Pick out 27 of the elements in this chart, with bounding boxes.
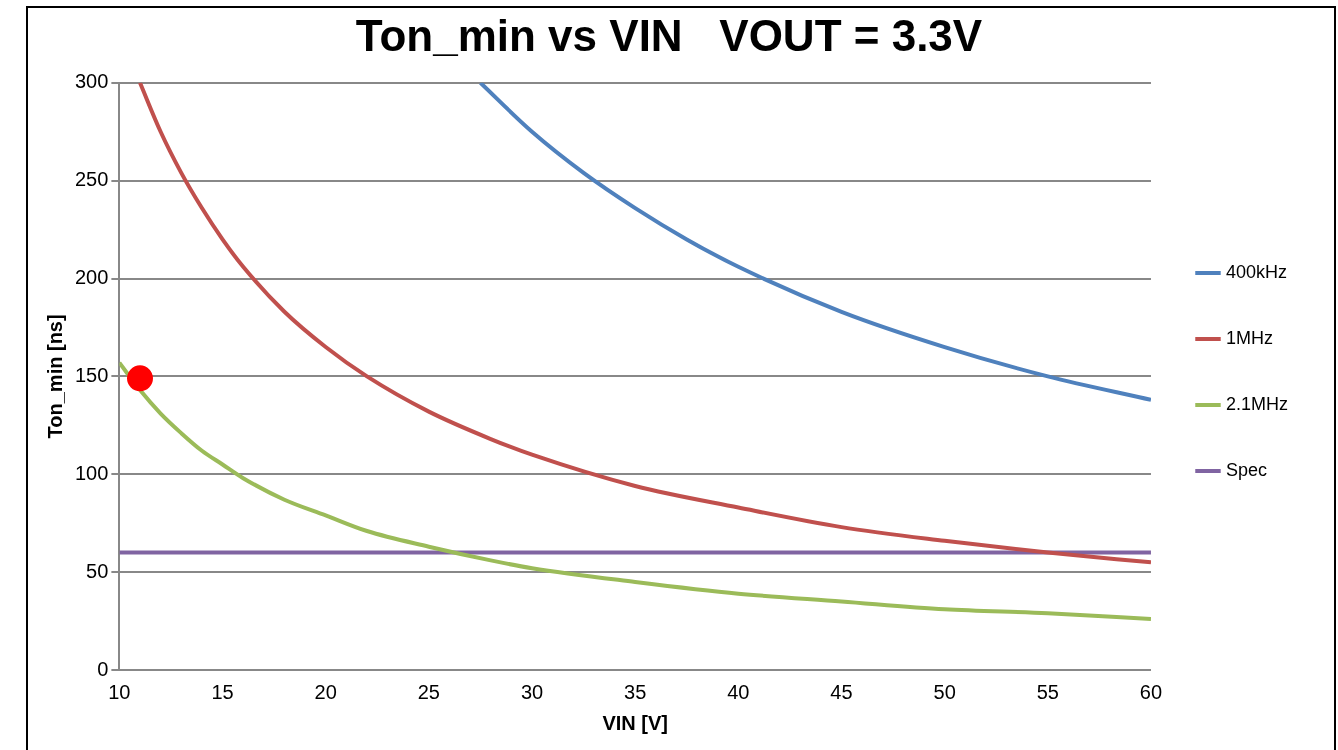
y-tick-label: 250 — [74, 168, 109, 191]
legend-label: 400kHz — [1225, 261, 1288, 282]
x-axis-title: VIN [V] — [602, 711, 668, 734]
legend-label: Spec — [1225, 459, 1268, 480]
y-tick-label: 0 — [97, 657, 109, 680]
x-tick-label: 40 — [727, 680, 750, 703]
legend-label: 2.1MHz — [1225, 393, 1288, 414]
line-series — [138, 82, 1151, 565]
x-tick-label: 35 — [624, 680, 647, 703]
x-tick-label: 45 — [830, 680, 853, 703]
y-tick-label: 100 — [74, 461, 109, 484]
chart-title: Ton_min vs VIN VOUT = 3.3V — [355, 10, 983, 60]
y-tick-label: 200 — [74, 266, 109, 289]
x-tick-label: 30 — [520, 680, 544, 703]
legend-label: 1MHz — [1225, 327, 1273, 348]
x-tick-label: 10 — [108, 680, 131, 703]
x-tick-label: 25 — [417, 680, 440, 703]
line-series — [478, 82, 1151, 402]
x-tick-label: 50 — [933, 680, 956, 703]
x-tick-label: 15 — [211, 680, 234, 703]
y-tick-label: 50 — [86, 559, 109, 582]
x-tick-label: 20 — [314, 680, 337, 703]
x-tick-label: 60 — [1139, 680, 1163, 703]
y-axis-title: Ton_min [ns] — [43, 314, 66, 439]
y-tick-label: 300 — [74, 70, 109, 93]
y-tick-label: 150 — [74, 363, 109, 386]
x-tick-label: 55 — [1036, 680, 1059, 703]
